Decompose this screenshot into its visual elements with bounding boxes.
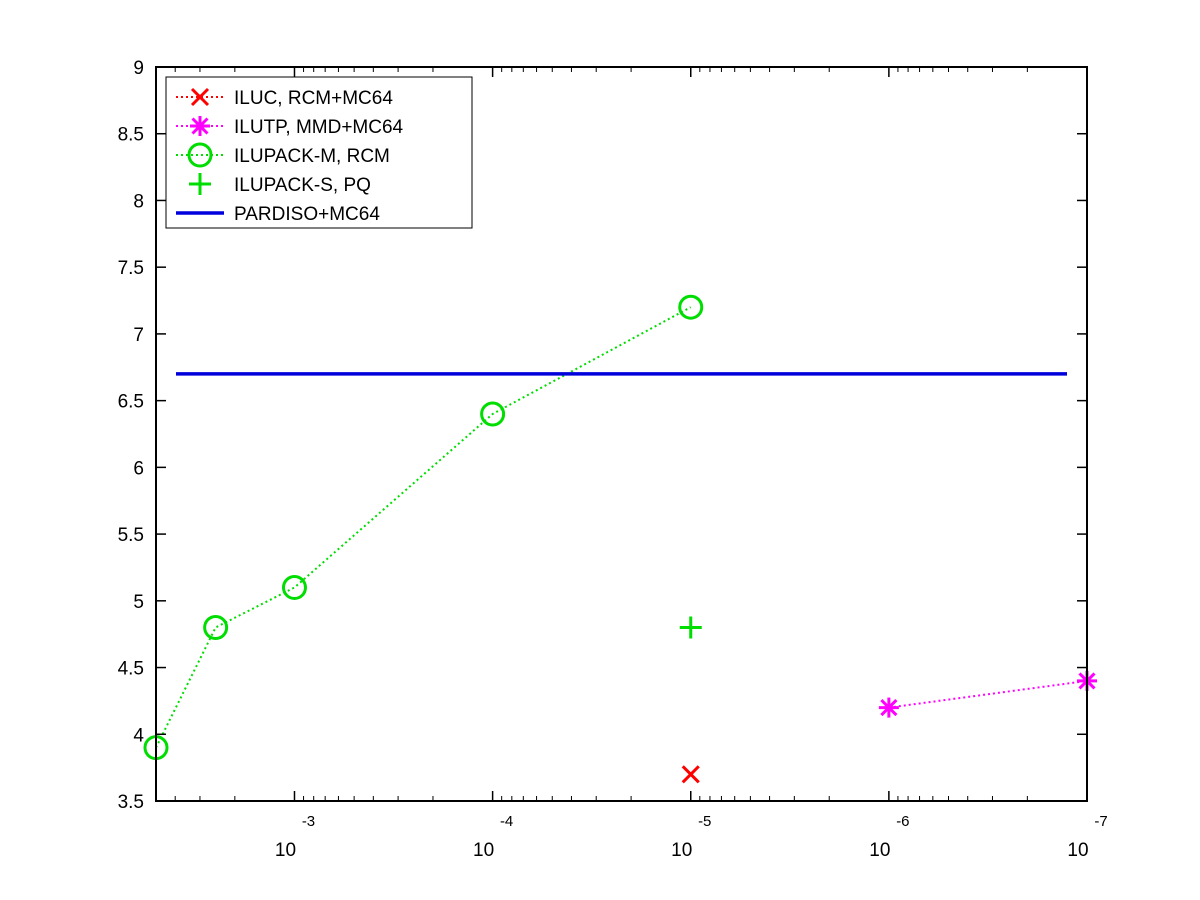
data-point	[203, 615, 229, 641]
x-tick-label: 10	[671, 840, 692, 861]
y-tick-label: 9	[133, 58, 144, 79]
y-tick-label: 7	[133, 325, 144, 346]
y-tick-label: 4.5	[118, 659, 144, 680]
legend: ILUC, RCM+MC64 ILUTP, MMD+MC64 ILUPACK-M, …	[165, 76, 473, 229]
y-tick-label: 8	[133, 191, 144, 212]
marker-circle	[678, 294, 704, 320]
y-tick-label: 6	[133, 458, 144, 479]
y-tick-label: 7.5	[118, 258, 144, 279]
x-tick-label: 10	[275, 840, 296, 861]
legend-marker	[190, 116, 210, 136]
marker-x-stroke	[190, 87, 210, 107]
data-point	[878, 697, 899, 718]
legend-label: ILUPACK-S, PQ	[234, 175, 371, 196]
y-tick-label: 4	[133, 725, 144, 746]
x-tick-label: 10	[869, 840, 890, 861]
x-tick-label: 10	[1067, 840, 1088, 861]
marker-circle	[480, 401, 506, 427]
y-tick-label: 6.5	[118, 392, 144, 413]
y-tick-label: 5	[133, 592, 144, 613]
axes: 3.5 4 4.5 5 5.5 6 6.5 7 7.5 8 8.5 9 -3 10 -4 10 -5 10 -6 10…	[118, 58, 1108, 861]
marker-x-stroke	[681, 765, 700, 784]
series-line	[888, 679, 1088, 709]
legend-box	[165, 76, 473, 229]
x-tick-exponent: -6	[896, 813, 909, 830]
legend-label: ILUPACK-M, RCM	[234, 146, 390, 167]
data-point	[679, 616, 702, 639]
plot-frame	[155, 66, 1088, 802]
x-tick-label: 10	[473, 840, 494, 861]
legend-entry: ILUC, RCM+MC64	[176, 87, 393, 109]
legend-marker	[190, 87, 210, 107]
legend-label: ILUC, RCM+MC64	[234, 88, 393, 109]
series-line	[155, 306, 692, 749]
x-tick-exponent: -3	[302, 813, 315, 830]
marker-asterisk-stroke	[191, 117, 209, 135]
legend-entry: ILUPACK-M, RCM	[176, 142, 390, 168]
legend-entry: PARDISO+MC64	[176, 204, 380, 225]
y-tick-label: 3.5	[118, 792, 144, 813]
x-tick-exponent: -7	[1094, 813, 1107, 830]
legend-label: ILUTP, MMD+MC64	[234, 117, 404, 138]
series	[681, 765, 700, 784]
legend-marker	[189, 173, 211, 195]
legend-marker	[187, 142, 213, 168]
data-point	[678, 294, 704, 320]
y-tick-label: 8.5	[118, 125, 144, 146]
legend-entry: ILUTP, MMD+MC64	[176, 116, 404, 138]
marker-circle	[281, 574, 307, 600]
x-tick-exponent: -4	[500, 813, 513, 830]
legend-entry: ILUPACK-S, PQ	[189, 173, 371, 196]
marker-circle	[187, 142, 213, 168]
data-point	[480, 401, 506, 427]
series	[679, 616, 702, 639]
data-point	[281, 574, 307, 600]
x-tick-exponent: -5	[698, 813, 711, 830]
y-tick-label: 5.5	[118, 525, 144, 546]
marker-asterisk-stroke	[880, 699, 898, 717]
legend-label: PARDISO+MC64	[234, 204, 380, 225]
marker-circle	[203, 615, 229, 641]
data-point	[681, 765, 700, 784]
